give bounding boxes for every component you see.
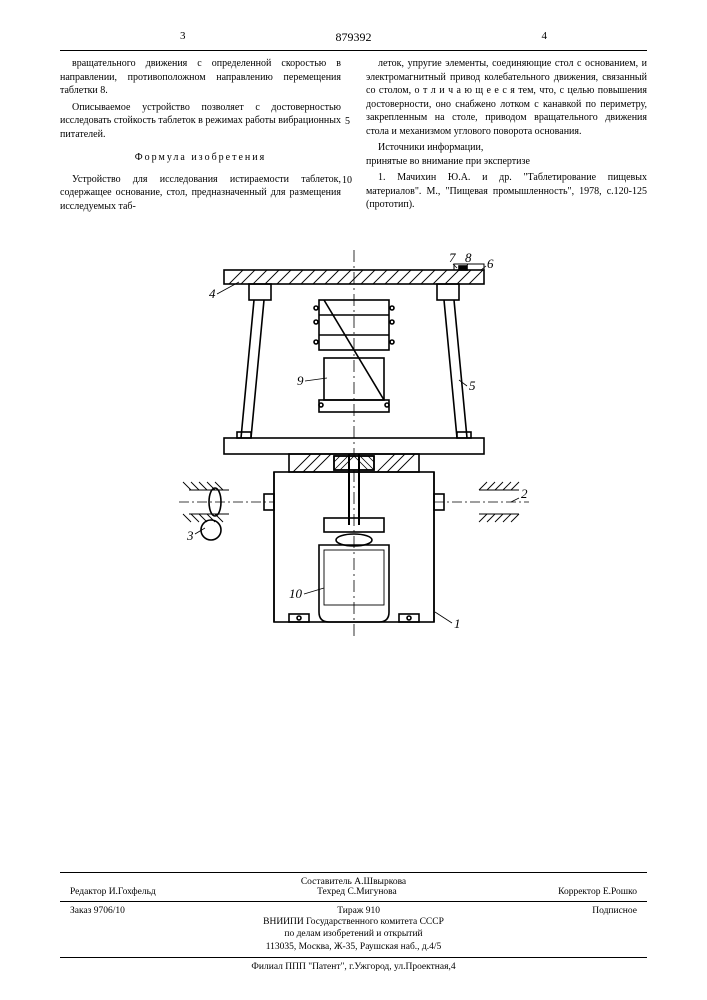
- header: 3 879392 4: [60, 30, 647, 51]
- fig-label-8: 8: [465, 250, 472, 265]
- footer-signed: Подписное: [592, 906, 637, 916]
- left-column: вращательного движения с определенной ск…: [60, 57, 341, 216]
- fig-label-6: 6: [487, 256, 494, 271]
- footer-corrector: Корректор Е.Рошко: [558, 887, 637, 897]
- fig-label-1: 1: [454, 616, 461, 631]
- line-number-5: 5: [345, 116, 350, 127]
- formula-title: Формула изобретения: [60, 151, 341, 165]
- footer-techred: Техред С.Мигунова: [317, 887, 397, 897]
- footer-editor: Редактор И.Гохфельд: [70, 887, 156, 897]
- footer-addr: 113035, Москва, Ж-35, Раушская наб., д.4…: [60, 941, 647, 953]
- fig-label-7: 7: [449, 250, 456, 265]
- fig-label-10: 10: [289, 586, 303, 601]
- fig-label-5: 5: [469, 378, 476, 393]
- left-para-2: Описываемое устройство позволяет с досто…: [60, 101, 341, 142]
- line-number-10: 10: [342, 175, 352, 186]
- footer-org2: по делам изобретений и открытий: [60, 928, 647, 940]
- footer-compiler: Составитель А.Швыркова: [60, 877, 647, 887]
- text-columns: вращательного движения с определенной ск…: [60, 57, 647, 216]
- sources-title: Источники информации, принятые во вниман…: [366, 141, 647, 168]
- source-1: 1. Мачихин Ю.А. и др. "Таблетирование пи…: [366, 171, 647, 212]
- fig-label-3: 3: [186, 528, 194, 543]
- footer: Составитель А.Швыркова Редактор И.Гохфел…: [60, 868, 647, 972]
- footer-branch: Филиал ППП "Патент", г.Ужгород, ул.Проек…: [60, 962, 647, 972]
- fig-label-2: 2: [521, 486, 528, 501]
- fig-label-4: 4: [209, 286, 216, 301]
- right-column: леток, упругие элементы, соединяющие сто…: [366, 57, 647, 216]
- left-para-3: Устройство для исследования истираемости…: [60, 173, 341, 214]
- page: 3 879392 4 5 10 вращательного движения с…: [0, 0, 707, 1000]
- technical-drawing: 4 7 8 6 5 9 2 3 10 1: [169, 240, 539, 650]
- footer-tirage: Тираж 910: [337, 906, 380, 916]
- footer-order: Заказ 9706/10: [70, 906, 125, 916]
- page-num-right: 4: [542, 30, 548, 42]
- document-number: 879392: [336, 30, 372, 45]
- footer-org1: ВНИИПИ Государственного комитета СССР: [60, 916, 647, 928]
- fig-label-9: 9: [297, 373, 304, 388]
- page-num-left: 3: [180, 30, 186, 42]
- right-para-1: леток, упругие элементы, соединяющие сто…: [366, 57, 647, 138]
- left-para-1: вращательного движения с определенной ск…: [60, 57, 341, 98]
